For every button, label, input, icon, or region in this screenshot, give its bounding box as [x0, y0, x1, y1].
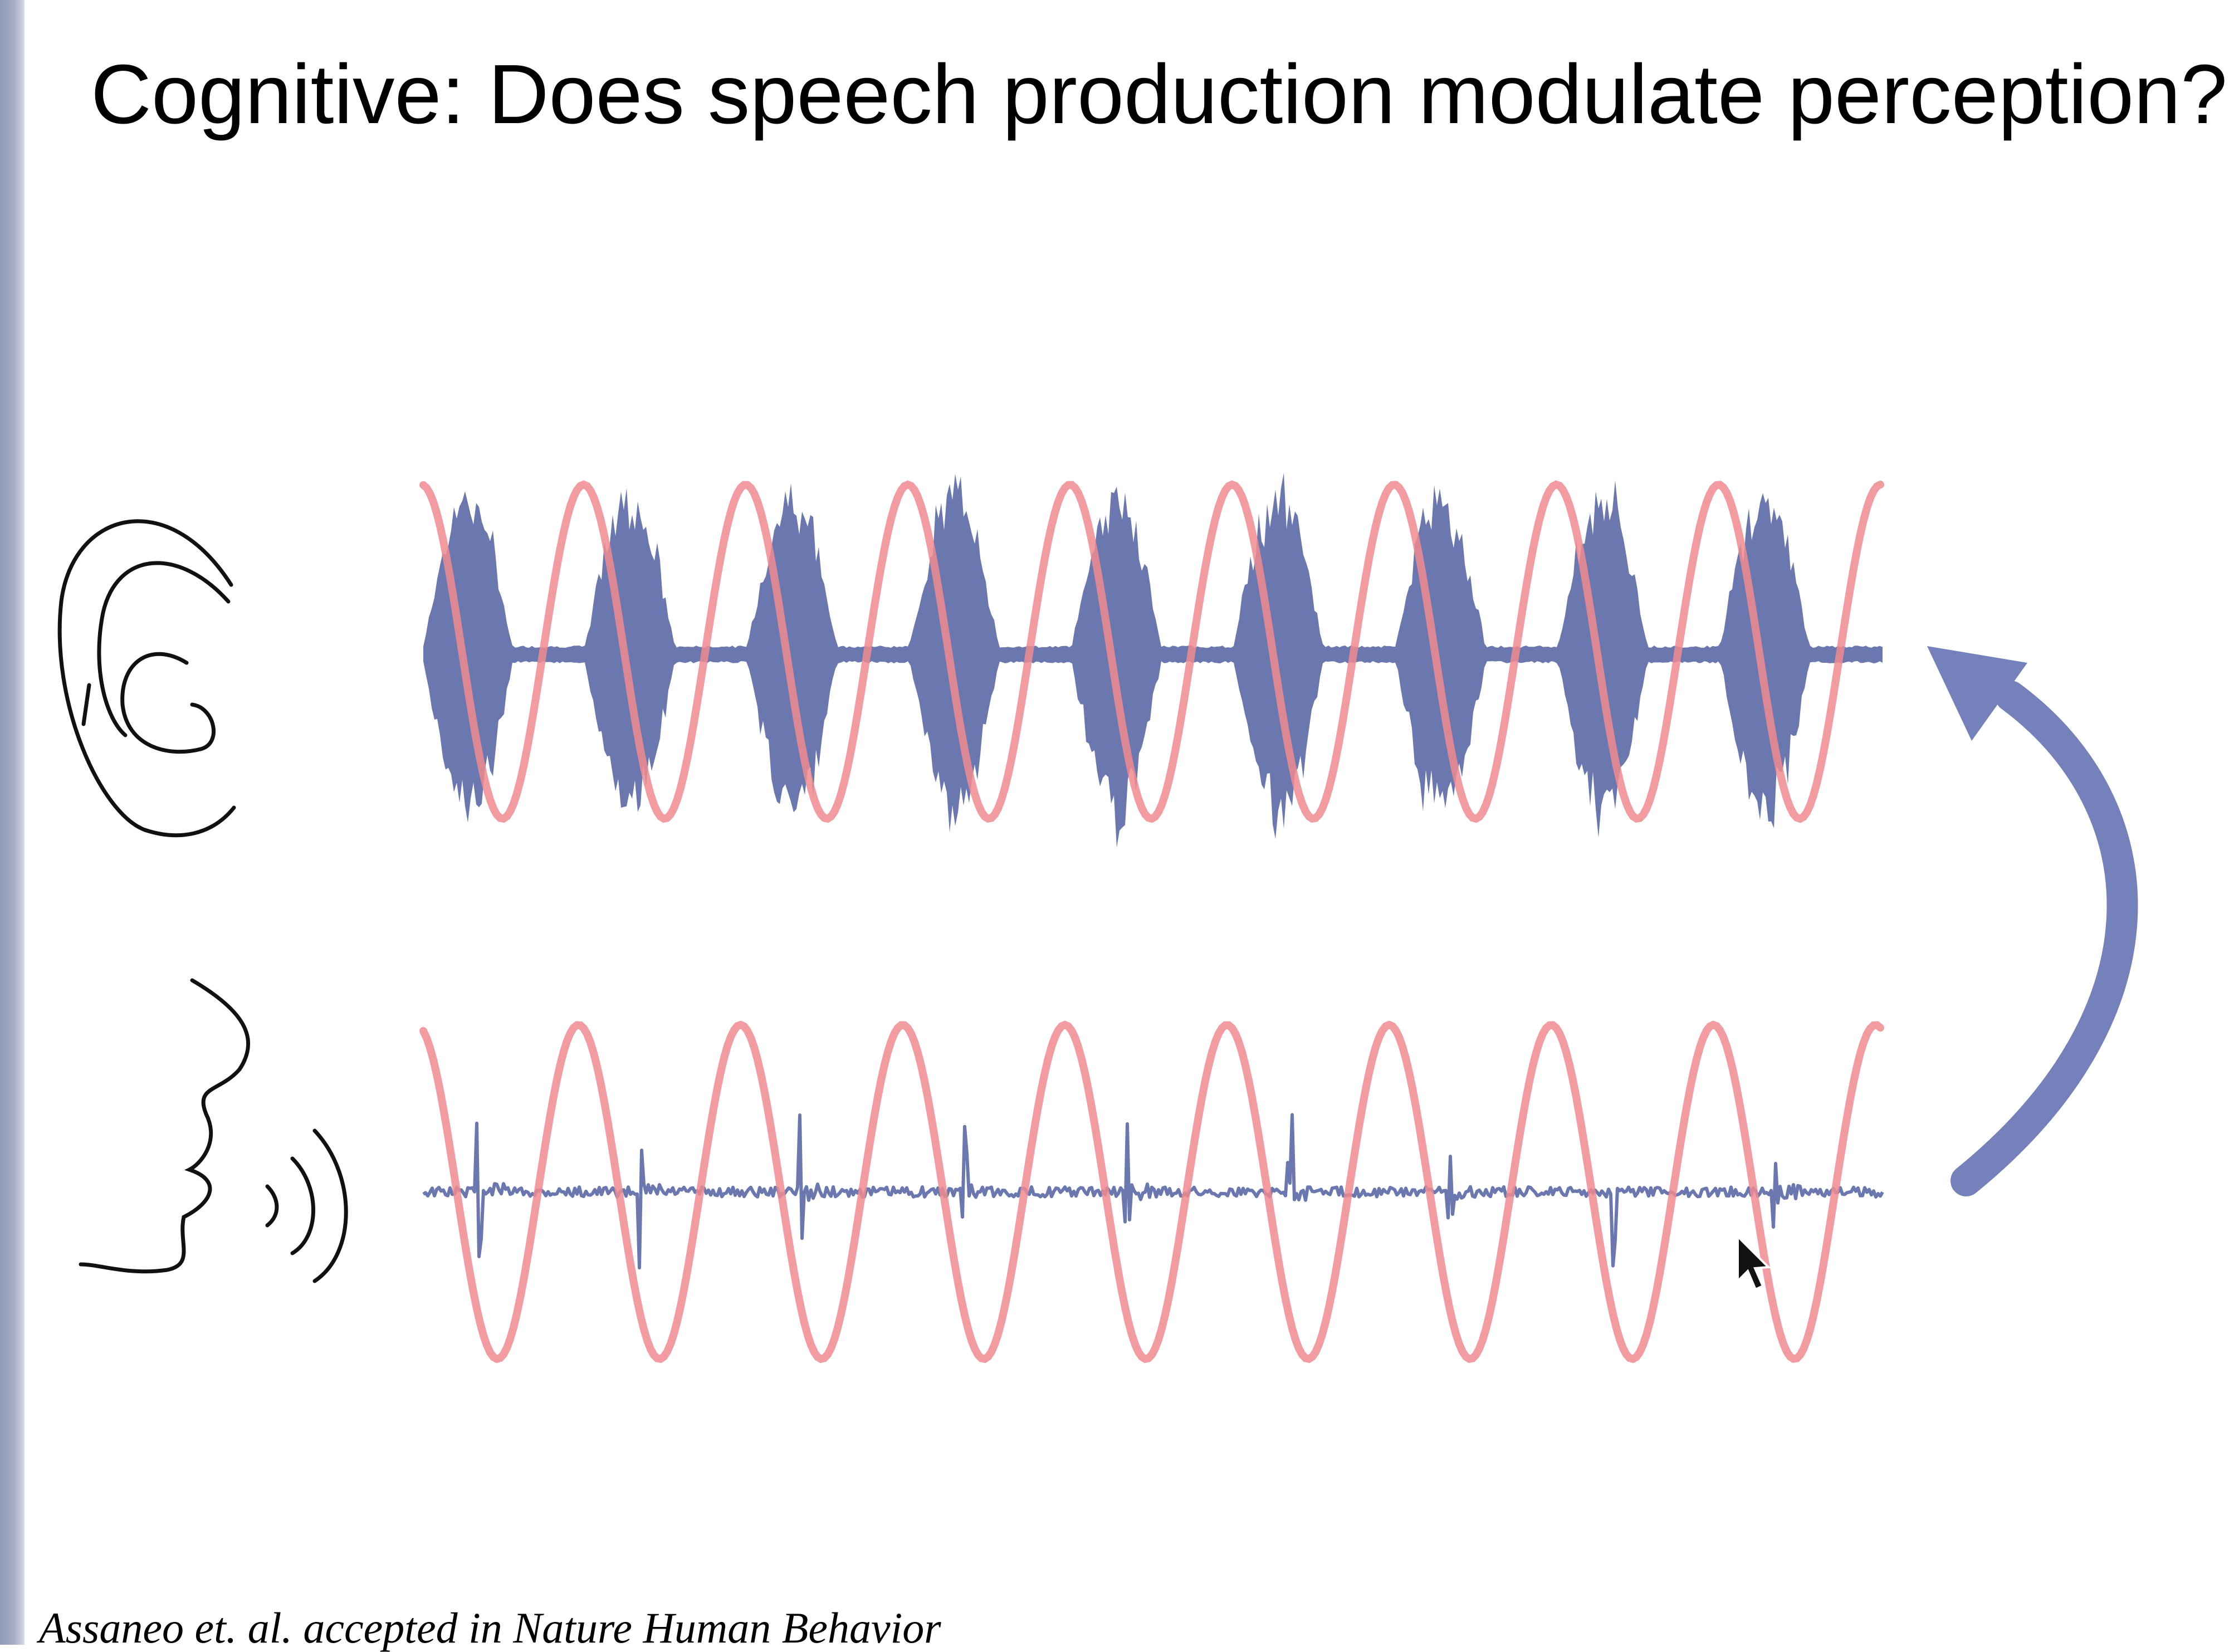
curved-arrow-up-icon: [1927, 646, 2138, 1196]
citation: Assaneo et. al. accepted in Nature Human…: [39, 1604, 941, 1652]
mouse-cursor-icon: [1737, 1234, 1771, 1291]
produced-speech-oscillation: [419, 1020, 1884, 1363]
heard-speech-waveform: [423, 472, 1883, 848]
heard-speech-oscillation: [419, 480, 1884, 823]
slide-title: Cognitive: Does speech production modula…: [91, 47, 2228, 141]
produced-speech-waveform: [422, 1113, 1884, 1270]
heard-speech-envelope: [423, 472, 1883, 848]
ear-icon: [57, 519, 236, 838]
slide-left-border: [0, 0, 25, 1645]
speaking-face-icon: [79, 978, 348, 1283]
